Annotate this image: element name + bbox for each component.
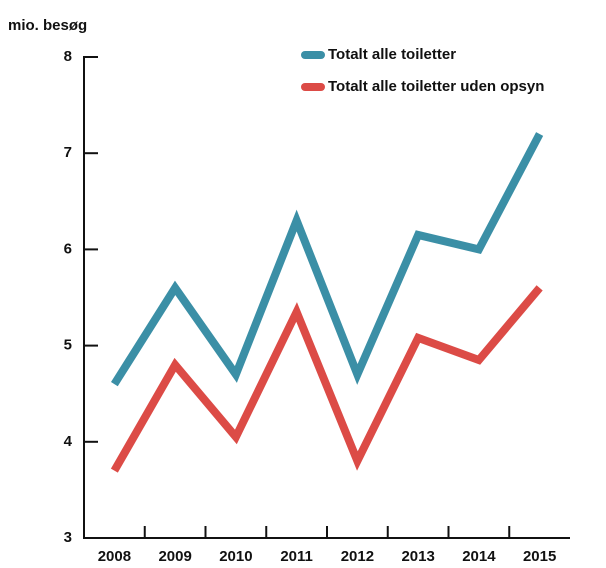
y-axis-label: mio. besøg bbox=[8, 17, 87, 34]
x-tick-label: 2010 bbox=[219, 548, 252, 565]
x-tick-label: 2015 bbox=[523, 548, 556, 565]
series-line bbox=[110, 285, 543, 473]
y-tick-label: 6 bbox=[64, 240, 72, 257]
y-tick-label: 7 bbox=[64, 144, 72, 161]
y-tick-label: 4 bbox=[64, 433, 73, 450]
x-tick-label: 2011 bbox=[280, 548, 313, 565]
y-tick-label: 5 bbox=[64, 337, 72, 354]
legend-label: Totalt alle toiletter uden opsyn bbox=[328, 78, 544, 95]
series-line bbox=[110, 132, 544, 387]
y-tick-label: 8 bbox=[64, 48, 72, 65]
y-tick-label: 3 bbox=[64, 529, 72, 546]
x-tick-label: 2014 bbox=[462, 548, 496, 565]
x-tick-label: 2013 bbox=[401, 548, 434, 565]
x-tick-label: 2012 bbox=[341, 548, 374, 565]
legend-label: Totalt alle toiletter bbox=[328, 46, 456, 63]
x-tick-label: 2009 bbox=[158, 548, 191, 565]
x-tick-label: 2008 bbox=[98, 548, 131, 565]
